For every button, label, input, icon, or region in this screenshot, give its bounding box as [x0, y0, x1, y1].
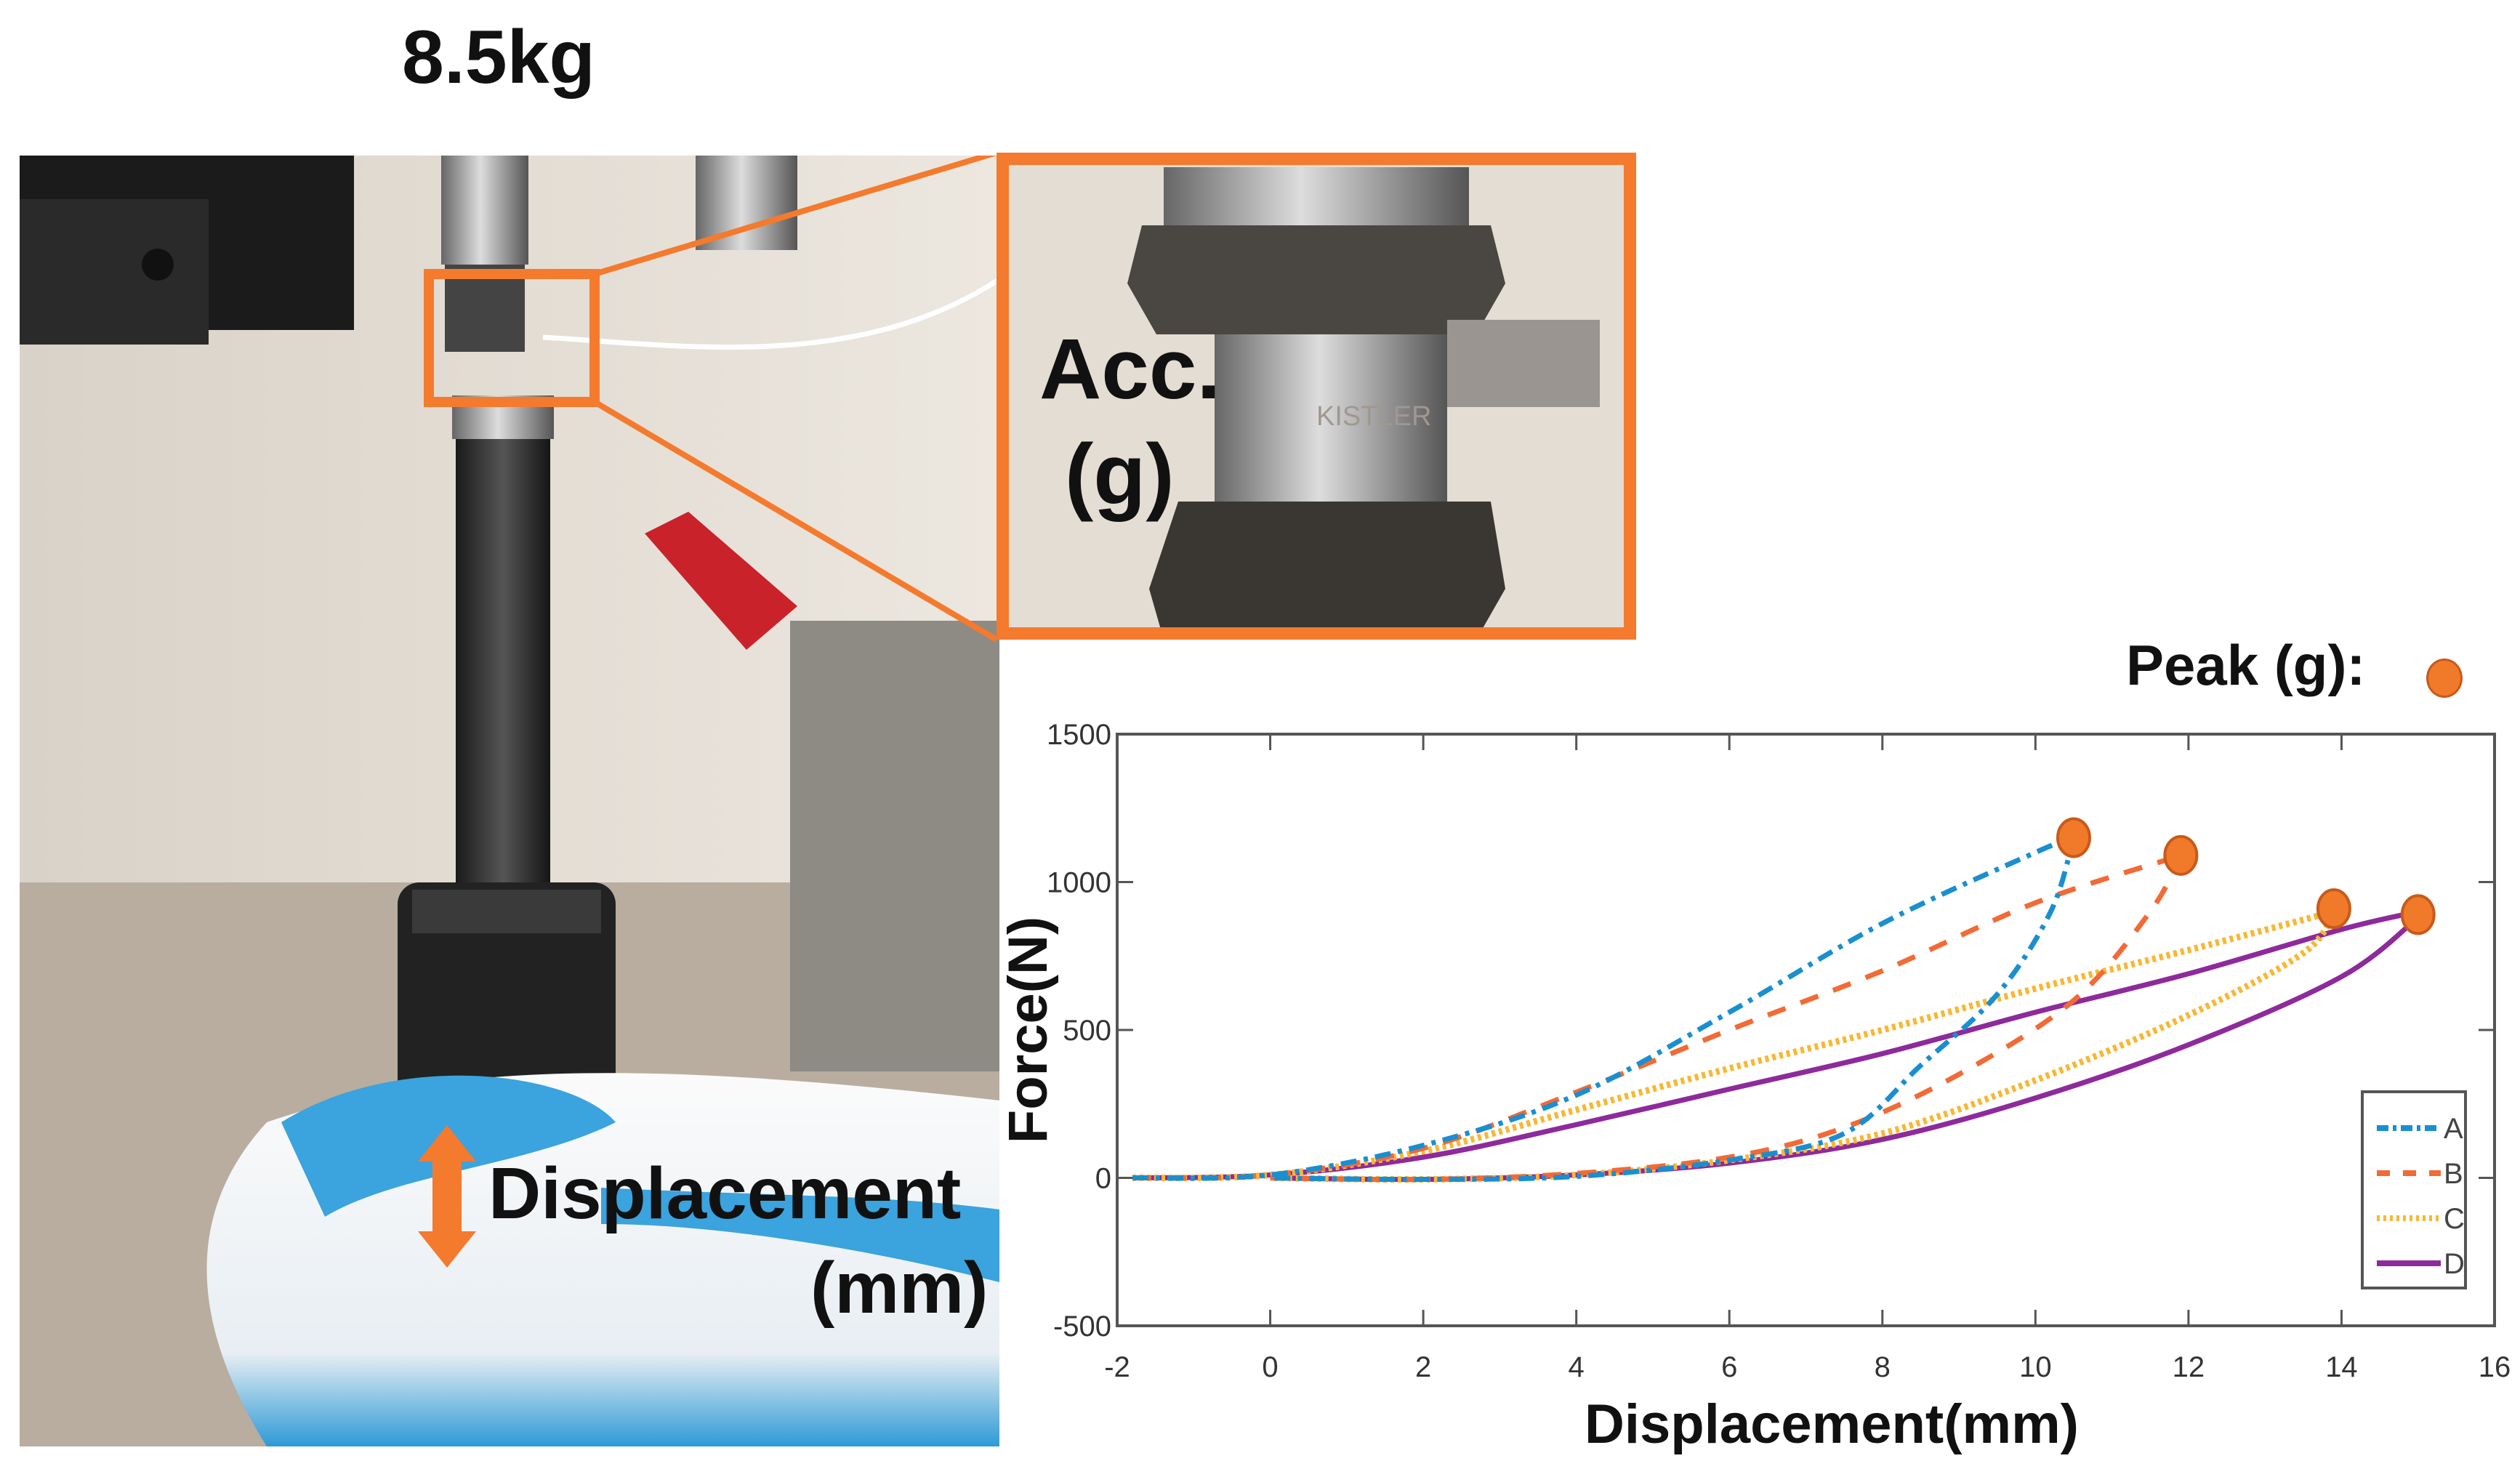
series-C-loading-line — [1132, 908, 2335, 1182]
legend-label-D: D — [2444, 1248, 2465, 1280]
x-tick-label: 0 — [1262, 1351, 1278, 1383]
accelerometer-inset: KISTLER — [997, 153, 1636, 640]
weight-label: 8.5kg — [402, 15, 595, 100]
displacement-arrow-icon — [418, 1125, 476, 1268]
acc-label: Acc. — [1039, 321, 1221, 417]
series-B-unloading-line — [1270, 854, 2183, 1183]
legend-label-C: C — [2444, 1203, 2465, 1235]
y-tick-label: 1000 — [1047, 867, 1111, 899]
plot-frame — [1116, 733, 2496, 1327]
peak-point-A — [2056, 817, 2091, 858]
legend-label-A: A — [2444, 1113, 2463, 1145]
x-tick-label: 6 — [1721, 1351, 1737, 1383]
peak-point-C — [2316, 888, 2351, 930]
y-tick-label: 500 — [1063, 1015, 1111, 1047]
peak-point-D — [2400, 894, 2436, 935]
y-tick-label: 1500 — [1047, 719, 1111, 751]
y-tick-label: -500 — [1053, 1311, 1111, 1343]
x-tick-label: 14 — [2325, 1351, 2358, 1383]
x-tick-label: 8 — [1875, 1351, 1891, 1383]
displacement-unit-label: (mm) — [810, 1247, 989, 1329]
x-axis-label: Displacement(mm) — [1585, 1393, 2079, 1455]
series-A-loading-line — [1132, 835, 2075, 1181]
x-tick-label: 2 — [1415, 1351, 1431, 1383]
x-tick-label: 16 — [2479, 1351, 2511, 1383]
series-D-loading-line — [1132, 909, 2419, 1180]
series-A-unloading-line — [1270, 837, 2077, 1183]
test-rig-photo — [20, 156, 999, 1446]
y-tick-label: 0 — [1095, 1163, 1111, 1195]
series-C-unloading-line — [1270, 909, 2337, 1183]
series-D-unloading-line — [1270, 915, 2420, 1183]
peak-point-B — [2163, 834, 2199, 876]
y-axis-label: Force(N) — [997, 917, 1059, 1143]
legend-box — [2361, 1090, 2467, 1289]
legend-label-B: B — [2444, 1158, 2463, 1190]
kistler-logo: KISTLER — [1316, 401, 1431, 432]
peak-legend-label: Peak (g): — [2126, 633, 2366, 697]
acc-unit-label: (g) — [1065, 427, 1175, 523]
displacement-label: Displacement — [488, 1153, 962, 1234]
x-tick-label: -2 — [1104, 1351, 1130, 1383]
peak-marker-icon — [2426, 659, 2463, 698]
x-tick-label: 4 — [1569, 1351, 1585, 1383]
x-tick-label: 10 — [2019, 1351, 2052, 1383]
x-tick-label: 12 — [2173, 1351, 2205, 1383]
